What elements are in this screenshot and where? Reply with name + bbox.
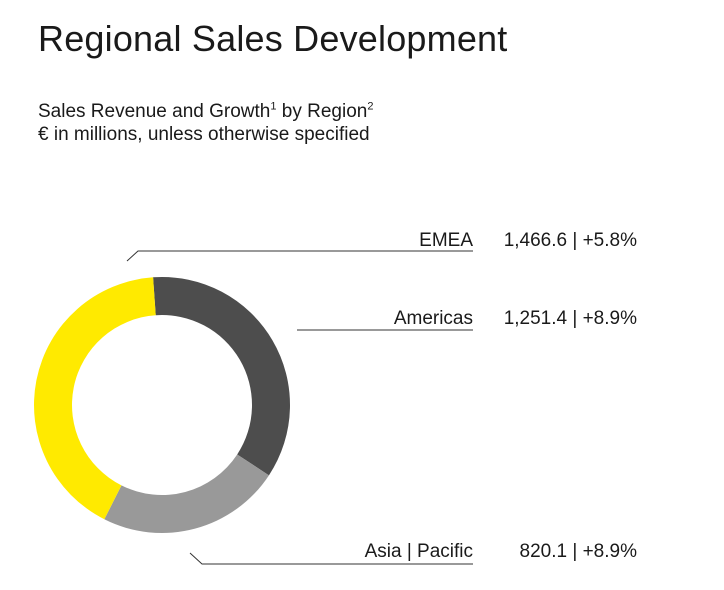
leader-line-asia-pacific: [189, 552, 473, 565]
page-title: Regional Sales Development: [38, 18, 508, 59]
footnote-2: 2: [367, 100, 374, 113]
label-americas: Americas: [394, 308, 473, 329]
label-emea: EMEA: [419, 230, 473, 251]
value-americas: 1,251.4 | +8.9%: [504, 308, 637, 329]
subtitle-line: Sales Revenue and Growth1 by Region2: [38, 100, 373, 123]
subtitle-text-2: by Region: [276, 101, 368, 122]
units-note: € in millions, unless otherwise specifie…: [38, 124, 370, 145]
subtitle-text: Sales Revenue and Growth: [38, 101, 271, 122]
footnote-1: 1: [270, 100, 277, 113]
slice-asia-pacific: [104, 454, 269, 534]
slice-emea: [33, 277, 156, 520]
value-asia-pacific: 820.1 | +8.9%: [520, 541, 638, 562]
chart-subtitle: Sales Revenue and Growth1 by Region2 € i…: [38, 100, 373, 146]
value-emea: 1,466.6 | +5.8%: [504, 230, 637, 251]
slice-americas: [153, 277, 290, 476]
label-asia-pacific: Asia | Pacific: [365, 541, 473, 562]
leader-line-emea: [126, 250, 473, 262]
